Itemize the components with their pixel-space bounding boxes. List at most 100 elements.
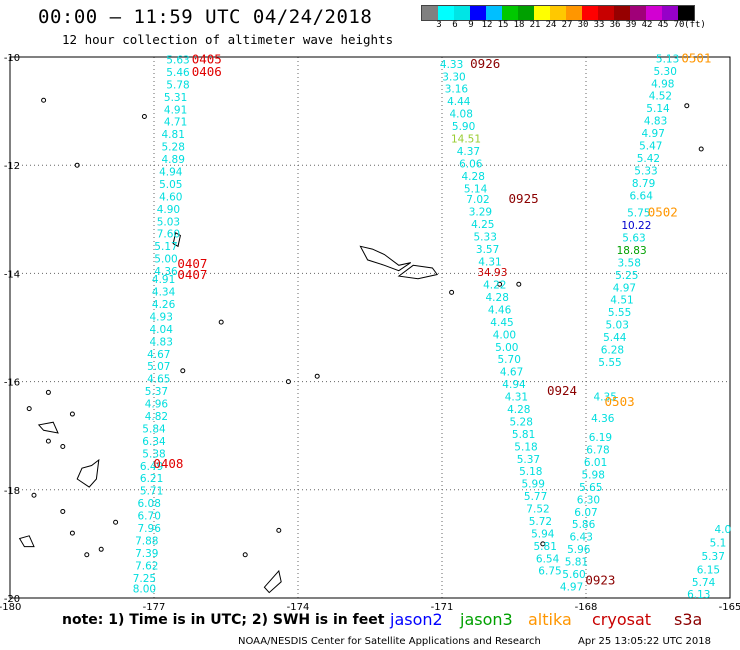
islet [69, 411, 75, 417]
lon-tick-label: -171 [431, 602, 454, 613]
wave-height-value: 5.77 [524, 491, 547, 503]
color-scale-label: 39 [625, 20, 637, 30]
wave-height-value: 4.71 [164, 117, 187, 129]
color-scale-swatch [550, 6, 566, 20]
wave-height-value: 5.31 [164, 92, 187, 104]
wave-height-value: 4.04 [150, 324, 174, 336]
color-scale-swatch [646, 6, 662, 20]
wave-height-value: 4.22 [483, 280, 506, 292]
wave-height-value: 6.28 [601, 344, 624, 356]
lat-tick-label: -10 [4, 53, 20, 64]
islet [60, 444, 66, 450]
island-outline [263, 569, 282, 594]
wave-height-value: 4.08 [450, 109, 473, 121]
wave-height-value: 8.79 [632, 178, 655, 190]
color-scale-label: 27 [561, 20, 573, 30]
wave-height-value: 5.33 [634, 165, 657, 177]
wave-height-value: 5.42 [637, 153, 660, 165]
generated-timestamp: Apr 25 13:05:22 UTC 2018 [578, 636, 711, 647]
wave-height-value: 5.03 [606, 320, 629, 332]
wave-height-value: 5.78 [166, 79, 189, 91]
wave-height-value: 6.21 [140, 473, 163, 485]
lon-tick-label: -165 [719, 602, 740, 613]
wave-height-value: 5.07 [147, 361, 170, 373]
color-scale-swatch [614, 6, 630, 20]
wave-height-value: 4.94 [159, 166, 183, 178]
wave-height-value: 5.81 [534, 541, 557, 553]
wave-height-value: 4.97 [613, 282, 636, 294]
wave-height-value: 4.96 [145, 399, 169, 411]
pass-time-label: 0407 [177, 256, 207, 271]
wave-height-value: 5.00 [495, 342, 518, 354]
wave-height-value: 7.02 [466, 194, 489, 206]
pass-time-label: 0924 [547, 383, 577, 398]
wave-height-value: 5.14 [646, 103, 670, 115]
color-scale-label: (ft) [684, 20, 706, 30]
color-scale-swatch [454, 6, 470, 20]
wave-height-value: 6.15 [697, 565, 720, 577]
wave-height-value: 5.81 [512, 429, 535, 441]
color-scale-swatch [486, 6, 502, 20]
wave-height-value: 6.08 [138, 498, 161, 510]
wave-height-value: 4.00 [493, 329, 516, 341]
pass-time-label: 0407 [177, 267, 207, 282]
wave-height-value: 4.67 [500, 367, 523, 379]
wave-height-value: 4.83 [644, 116, 667, 128]
wave-height-value: 4.36 [591, 413, 615, 425]
wave-height-value: 5.28 [510, 416, 533, 428]
footer-note: note: 1) Time is in UTC; 2) SWH is in fe… [62, 612, 385, 628]
wave-height-value: 5.1 [710, 538, 727, 550]
wave-height-value: 4.60 [159, 191, 182, 203]
lon-tick-label: -180 [0, 602, 21, 613]
wave-height-value: 5.14 [464, 183, 488, 195]
wave-height-value: 5.86 [572, 519, 596, 531]
color-scale-labels: 3 6 9 12 15 18 21 24 27 30 33 36 39 42 45 70 (ft) [421, 20, 740, 32]
color-scale-label: 36 [609, 20, 621, 30]
wave-height-value: 6.75 [538, 566, 561, 578]
wave-height-value: 6.70 [138, 511, 161, 523]
wave-height-value: 4.28 [507, 404, 530, 416]
wave-height-value: 4.31 [505, 392, 528, 404]
color-scale-swatch [470, 6, 486, 20]
wave-height-value: 18.83 [617, 245, 647, 257]
islet [540, 541, 546, 547]
island-outline [37, 421, 59, 434]
color-scale-label: 6 [452, 20, 458, 30]
wave-height-value: 5.37 [702, 551, 725, 563]
axis-ticks: -180 -177 -174 -171 -168 -165 -10 -12 -14 -16 -18 -… [0, 53, 740, 613]
wave-height-value: 4.83 [150, 336, 173, 348]
wave-height-value: 7.52 [526, 504, 549, 516]
wave-height-value: 5.84 [142, 423, 166, 435]
color-scale-label: 12 [481, 20, 493, 30]
wave-height-value: 4.28 [462, 171, 485, 183]
wave-height-value: 5.71 [140, 486, 163, 498]
pass-time-label: 0406 [192, 64, 222, 79]
color-scale-label: 70 [673, 20, 685, 30]
wave-height-value: 5.33 [474, 231, 497, 243]
land-outlines [18, 97, 704, 594]
wave-height-value: 6.64 [630, 190, 654, 202]
map-frame [9, 56, 731, 599]
wave-height-value: 5.99 [522, 479, 545, 491]
page-subtitle: 12 hour collection of altimeter wave hei… [62, 32, 394, 47]
wave-height-value: 5.38 [142, 448, 165, 460]
color-scale-label: 24 [545, 20, 557, 30]
wave-height-value: 4.89 [162, 154, 185, 166]
wave-height-value: 6.34 [142, 436, 166, 448]
wave-height-value: 5.00 [154, 254, 177, 266]
lon-tick-label: -168 [575, 602, 598, 613]
pass-time-label: 0923 [585, 572, 615, 587]
wave-height-value: 5.30 [654, 66, 677, 78]
wave-height-value: 6.01 [584, 457, 607, 469]
wave-height-value: 5.55 [598, 357, 621, 369]
legend-item-jason2: jason2 [390, 610, 443, 629]
wave-height-value: 4.91 [152, 274, 175, 286]
wave-height-value: 6.07 [574, 507, 597, 519]
wave-height-value: 4.81 [162, 129, 185, 141]
lat-tick-label: -16 [4, 378, 20, 389]
islet [141, 114, 147, 120]
lat-tick-label: -12 [4, 161, 20, 172]
pass-time-label: 0926 [470, 56, 500, 71]
legend-item-jason3: jason3 [460, 610, 513, 629]
